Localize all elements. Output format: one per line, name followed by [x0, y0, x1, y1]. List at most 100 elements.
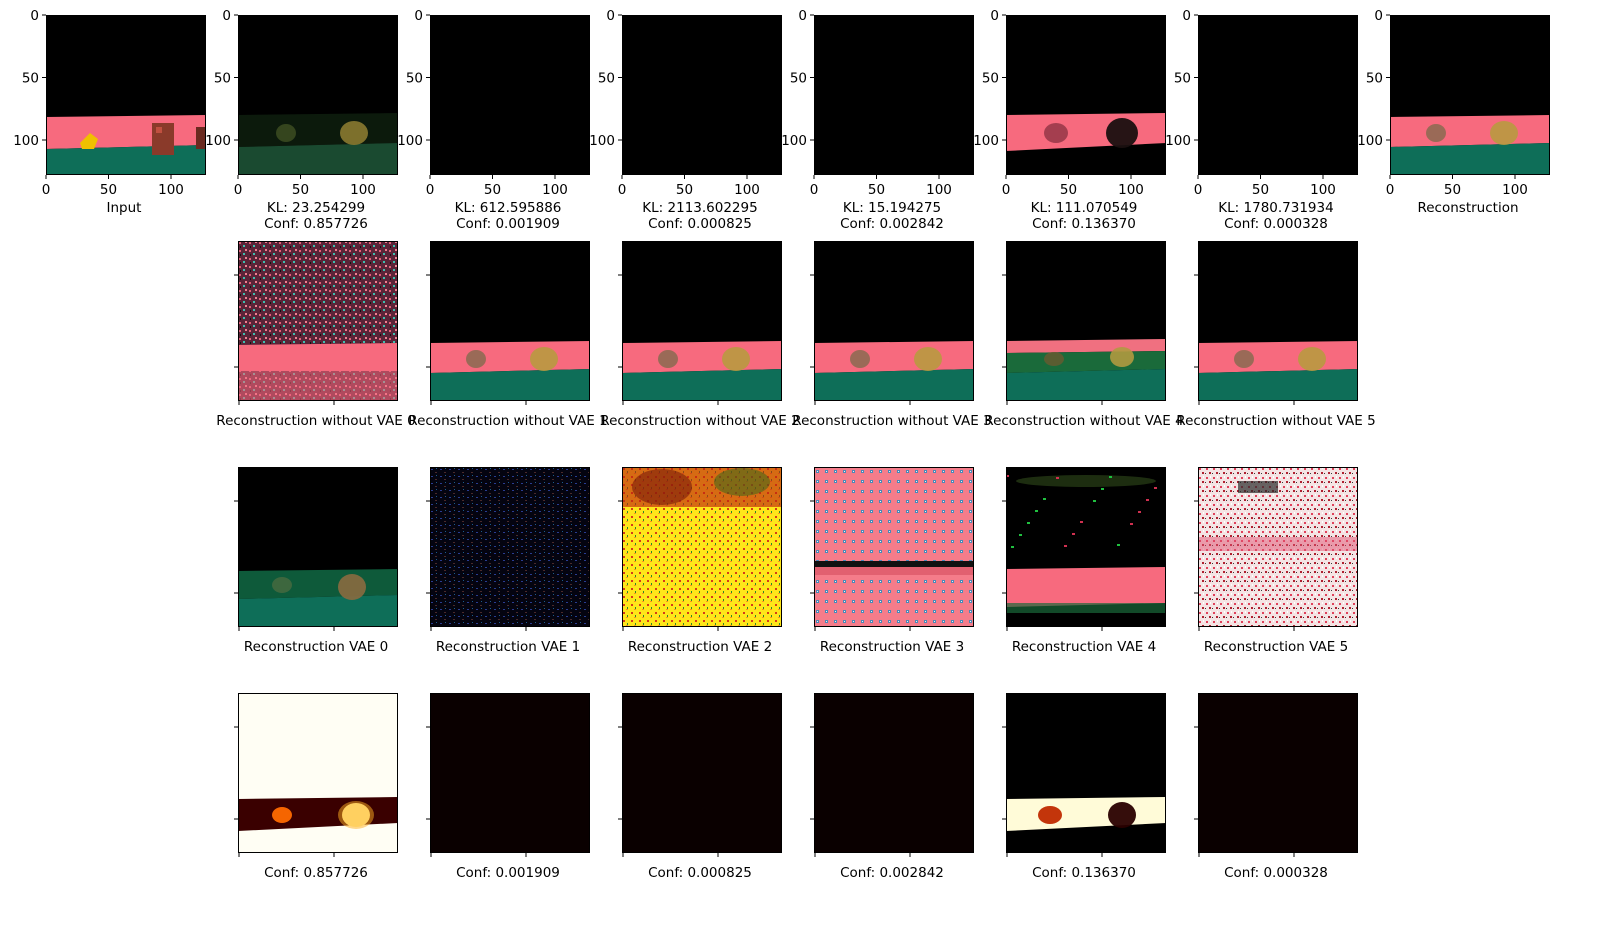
image-panel — [238, 467, 398, 627]
x-tick-label: 100 — [734, 182, 760, 198]
y-tick-label: 0 — [990, 8, 999, 24]
image-panel — [46, 15, 206, 175]
kl-caption: KL: 1780.731934 — [1218, 200, 1334, 216]
panel-caption: Reconstruction without VAE 0 — [216, 413, 416, 429]
x-tick-label: 100 — [350, 182, 376, 198]
panel-caption: Input — [106, 200, 142, 216]
y-tick-label: 0 — [1182, 8, 1191, 24]
panel-caption: Conf: 0.857726 — [264, 865, 368, 881]
conf-caption: Conf: 0.000328 — [1224, 216, 1328, 232]
x-tick-label: 0 — [234, 182, 243, 198]
panel-caption: Reconstruction without VAE 2 — [600, 413, 800, 429]
y-tick-label: 100 — [589, 133, 615, 149]
y-tick-label: 50 — [790, 71, 807, 87]
conf-caption: Conf: 0.002842 — [840, 216, 944, 232]
image-panel — [238, 15, 398, 175]
y-tick-label: 50 — [214, 71, 231, 87]
y-tick-label: 100 — [397, 133, 423, 149]
image-panel — [814, 693, 974, 853]
panel-caption: Reconstruction VAE 3 — [819, 639, 965, 655]
x-tick-label: 100 — [158, 182, 184, 198]
y-tick-label: 50 — [22, 71, 39, 87]
panel-caption: Conf: 0.001909 — [456, 865, 560, 881]
x-tick-label: 100 — [926, 182, 952, 198]
conf-caption: Conf: 0.136370 — [1032, 216, 1136, 232]
panel-caption: Reconstruction without VAE 4 — [984, 413, 1184, 429]
x-tick-label: 0 — [1386, 182, 1395, 198]
panel-caption: Reconstruction without VAE 5 — [1176, 413, 1376, 429]
panel-caption: Conf: 0.136370 — [1032, 865, 1136, 881]
kl-caption: KL: 111.070549 — [1030, 200, 1138, 216]
x-tick-label: 50 — [1252, 182, 1269, 198]
x-tick-label: 0 — [426, 182, 435, 198]
x-tick-label: 100 — [1118, 182, 1144, 198]
image-panel — [238, 693, 398, 853]
image-panel — [430, 241, 590, 401]
y-tick-label: 50 — [982, 71, 999, 87]
x-tick-label: 100 — [542, 182, 568, 198]
panel-caption: Reconstruction without VAE 3 — [792, 413, 992, 429]
x-tick-label: 50 — [100, 182, 117, 198]
kl-caption: KL: 15.194275 — [842, 200, 942, 216]
panel-caption: Conf: 0.000328 — [1224, 865, 1328, 881]
x-tick-label: 0 — [1194, 182, 1203, 198]
image-panel — [1198, 693, 1358, 853]
y-tick-label: 50 — [1174, 71, 1191, 87]
panel-caption: Reconstruction VAE 0 — [243, 639, 389, 655]
image-panel — [1198, 15, 1358, 175]
panel-caption: Reconstruction — [1417, 200, 1519, 216]
image-panel — [622, 467, 782, 627]
y-tick-label: 50 — [598, 71, 615, 87]
y-tick-label: 0 — [222, 8, 231, 24]
y-tick-label: 100 — [13, 133, 39, 149]
y-tick-label: 0 — [30, 8, 39, 24]
image-panel — [1006, 467, 1166, 627]
image-panel — [1390, 15, 1550, 175]
x-tick-label: 50 — [676, 182, 693, 198]
panel-caption: Conf: 0.000825 — [648, 865, 752, 881]
conf-caption: Conf: 0.001909 — [456, 216, 560, 232]
x-tick-label: 50 — [292, 182, 309, 198]
image-panel — [814, 241, 974, 401]
x-tick-label: 50 — [868, 182, 885, 198]
image-panel — [1006, 15, 1166, 175]
panel-caption: Reconstruction VAE 2 — [627, 639, 773, 655]
image-panel — [1198, 467, 1358, 627]
x-tick-label: 50 — [1444, 182, 1461, 198]
y-tick-label: 100 — [1357, 133, 1383, 149]
image-panel — [622, 693, 782, 853]
image-panel — [430, 467, 590, 627]
panel-caption: Reconstruction VAE 5 — [1203, 639, 1349, 655]
x-tick-label: 0 — [1002, 182, 1011, 198]
panel-caption: Reconstruction VAE 4 — [1011, 639, 1157, 655]
panel-caption: Conf: 0.002842 — [840, 865, 944, 881]
kl-caption: KL: 23.254299 — [266, 200, 366, 216]
image-panel — [1006, 241, 1166, 401]
image-panel — [622, 15, 782, 175]
kl-caption: KL: 612.595886 — [454, 200, 562, 216]
image-panel — [1198, 241, 1358, 401]
x-tick-label: 0 — [618, 182, 627, 198]
panel-caption: Reconstruction VAE 1 — [435, 639, 581, 655]
y-tick-label: 0 — [606, 8, 615, 24]
image-panel — [814, 15, 974, 175]
x-tick-label: 0 — [42, 182, 51, 198]
y-tick-label: 100 — [205, 133, 231, 149]
y-tick-label: 100 — [781, 133, 807, 149]
y-tick-label: 50 — [406, 71, 423, 87]
image-panel — [430, 693, 590, 853]
y-tick-label: 0 — [414, 8, 423, 24]
image-panel — [430, 15, 590, 175]
conf-caption: Conf: 0.000825 — [648, 216, 752, 232]
image-panel — [1006, 693, 1166, 853]
image-panel — [814, 467, 974, 627]
x-tick-label: 100 — [1310, 182, 1336, 198]
conf-caption: Conf: 0.857726 — [264, 216, 368, 232]
x-tick-label: 50 — [1060, 182, 1077, 198]
kl-caption: KL: 2113.602295 — [642, 200, 758, 216]
y-tick-label: 0 — [798, 8, 807, 24]
panel-caption: Reconstruction without VAE 1 — [408, 413, 608, 429]
x-tick-label: 50 — [484, 182, 501, 198]
y-tick-label: 100 — [973, 133, 999, 149]
